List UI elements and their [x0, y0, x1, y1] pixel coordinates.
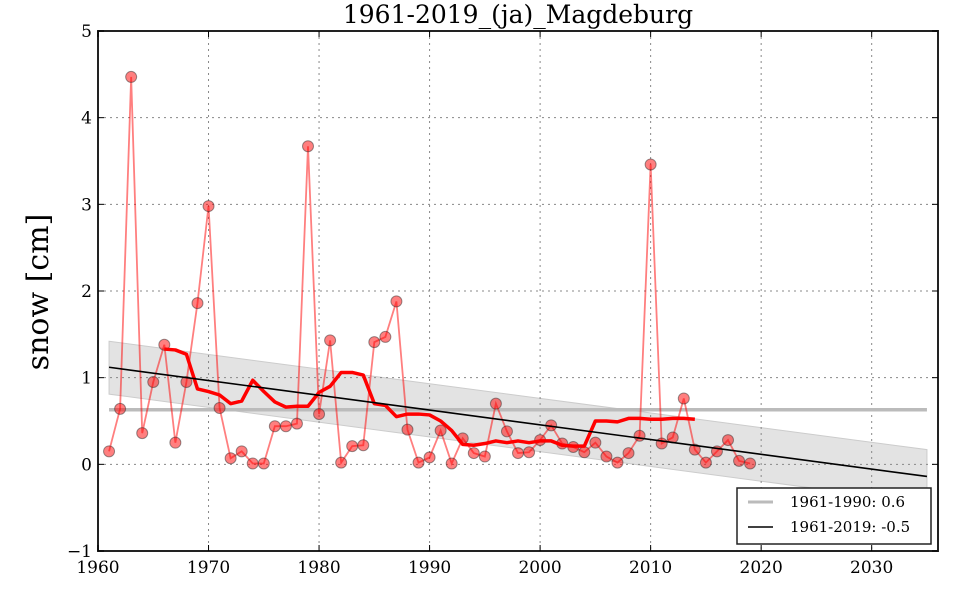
- data-point: [600, 450, 613, 463]
- data-point: [257, 457, 270, 470]
- data-point: [103, 445, 116, 458]
- data-point: [733, 454, 746, 467]
- data-point: [489, 397, 502, 410]
- data-point: [335, 456, 348, 469]
- data-point: [478, 450, 491, 463]
- data-point: [423, 451, 436, 464]
- trend-line: [108, 366, 928, 478]
- chart-title: 1961-2019_(ja)_Magdeburg: [343, 0, 693, 29]
- legend-box: [736, 487, 932, 545]
- data-point: [324, 334, 337, 347]
- y-tick-label: 4: [81, 109, 92, 129]
- legend-label-trend: 1961-2019: -0.5: [790, 518, 910, 536]
- data-point: [136, 427, 149, 440]
- data-point: [633, 429, 646, 442]
- legend-label-baseline: 1961-1990: 0.6: [790, 493, 905, 511]
- x-tick-label: 1990: [408, 558, 451, 578]
- data-point: [357, 439, 370, 452]
- data-point: [445, 457, 458, 470]
- y-tick-label: −1: [67, 542, 92, 562]
- data-point: [699, 456, 712, 469]
- data-point: [302, 140, 314, 153]
- y-axis-label: snow [cm]: [21, 214, 56, 371]
- data-point: [390, 295, 403, 308]
- x-tick-label: 1970: [187, 558, 230, 578]
- data-point: [147, 376, 160, 388]
- data-point: [224, 452, 237, 465]
- data-point: [246, 457, 259, 470]
- data-point: [290, 417, 303, 430]
- data-point: [213, 402, 226, 414]
- data-point: [722, 434, 734, 447]
- y-tick-label: 1: [81, 369, 92, 389]
- x-tick-label: 1980: [297, 558, 340, 578]
- data-point: [578, 446, 591, 459]
- x-tick-label: 2030: [850, 558, 893, 578]
- data-point: [368, 336, 381, 349]
- y-tick-label: 0: [81, 455, 92, 475]
- x-tick-label: 1960: [76, 558, 119, 578]
- data-point: [313, 408, 326, 421]
- data-point: [434, 424, 447, 437]
- data-point: [744, 457, 757, 470]
- series-layer: [103, 70, 928, 478]
- data-point: [180, 376, 193, 388]
- data-point: [191, 297, 204, 310]
- ticks-layer: 1960 1970 1980 1990 2000 2010 2020 2030 −1 0 1 2 3 4 5: [67, 22, 938, 578]
- data-point: [467, 447, 480, 460]
- data-point: [379, 330, 392, 343]
- y-tick-label: 3: [81, 195, 92, 215]
- data-point: [611, 456, 624, 469]
- x-tick-label: 2010: [629, 558, 672, 578]
- data-point: [202, 200, 215, 213]
- x-tick-label: 2020: [740, 558, 783, 578]
- data-point: [114, 402, 127, 415]
- data-point: [644, 158, 657, 171]
- data-point: [688, 443, 701, 456]
- legend: 1961-1990: 0.6 1961-2019: -0.5: [736, 487, 932, 545]
- moving-average-line: [164, 347, 695, 448]
- data-point: [412, 456, 425, 469]
- data-point: [401, 423, 414, 436]
- data-point: [279, 420, 292, 433]
- data-point: [268, 420, 281, 433]
- data-point: [622, 447, 635, 460]
- data-point: [523, 446, 536, 459]
- x-tick-label: 2000: [518, 558, 561, 578]
- data-point: [655, 437, 668, 450]
- data-point: [235, 445, 248, 458]
- y-tick-label: 2: [81, 282, 92, 302]
- data-point: [346, 440, 359, 453]
- data-point: [512, 447, 524, 460]
- y-tick-label: 5: [81, 22, 92, 42]
- data-point: [169, 436, 182, 449]
- data-point: [677, 392, 690, 405]
- data-point: [125, 70, 138, 83]
- data-point: [500, 425, 513, 438]
- data-point: [589, 436, 602, 449]
- grid-layer: [98, 31, 938, 551]
